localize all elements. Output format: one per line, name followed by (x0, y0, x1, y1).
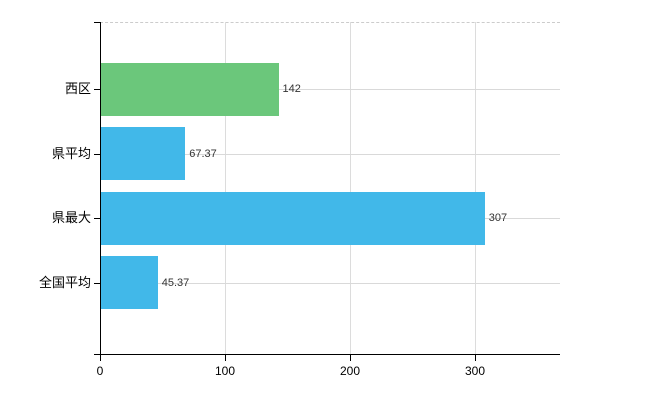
y-axis-boundary-tick (94, 22, 100, 23)
horizontal-gridline (100, 89, 560, 90)
bar (101, 127, 186, 180)
vertical-gridline (350, 22, 351, 354)
x-axis-tick-label: 0 (96, 364, 104, 378)
horizontal-gridline (100, 153, 560, 155)
category-label: 県平均 (51, 145, 91, 161)
y-axis-line (100, 22, 101, 361)
category-label: 県最大 (51, 210, 91, 225)
vertical-gridline (225, 22, 226, 354)
bar-value-label: 142 (282, 83, 301, 95)
x-axis-line (94, 354, 560, 355)
y-axis-tick (94, 89, 100, 90)
bar (101, 62, 279, 116)
vertical-gridline (475, 22, 476, 354)
bar (101, 256, 158, 309)
x-axis-tick-label: 100 (214, 364, 236, 378)
plot-top-border (100, 22, 560, 23)
bar-value-label: 67.37 (189, 147, 217, 160)
x-axis-tick-label: 300 (464, 364, 486, 378)
bar (101, 191, 485, 245)
x-axis-tick (225, 354, 226, 361)
x-axis-tick (350, 354, 351, 361)
category-label: 西区 (64, 81, 91, 96)
y-axis-tick (94, 218, 100, 219)
x-axis-tick (475, 354, 476, 361)
category-label: 全国平均 (38, 274, 91, 290)
bar-value-label: 307 (488, 212, 508, 224)
bar-value-label: 45.37 (161, 276, 190, 289)
horizontal-gridline (100, 282, 560, 284)
x-axis-tick-label: 200 (339, 364, 361, 378)
y-axis-tick (94, 153, 100, 155)
y-axis-tick (94, 282, 100, 284)
